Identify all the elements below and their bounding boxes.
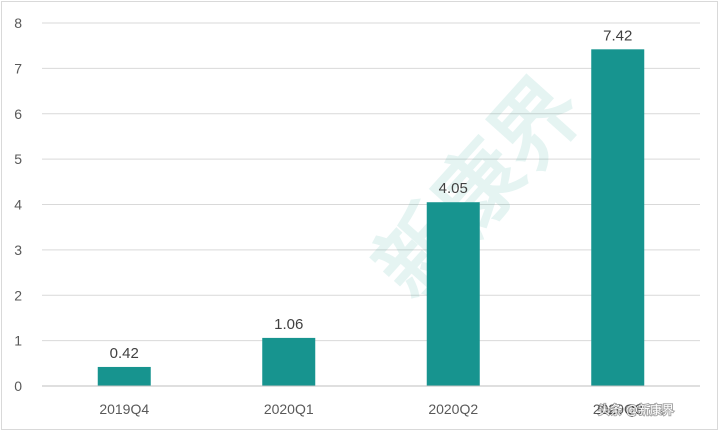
- x-tick-label: 2020Q3: [593, 401, 643, 417]
- bar-2020Q1: [262, 337, 316, 386]
- y-tick-label: 1: [14, 333, 22, 349]
- data-label: 7.42: [603, 27, 632, 44]
- y-tick-label: 8: [14, 15, 22, 31]
- y-tick-label: 2: [14, 287, 22, 303]
- gridlines: [42, 22, 700, 342]
- x-tick-label: 2020Q2: [428, 401, 478, 417]
- y-tick-label: 7: [14, 60, 22, 76]
- x-tick-label: 2020Q1: [264, 401, 314, 417]
- bar-2020Q3: [591, 49, 645, 386]
- x-tick-label: 2019Q4: [99, 401, 149, 417]
- x-axis-tick-labels: 2019Q4 2020Q1 2020Q2 2020Q3: [99, 401, 643, 417]
- data-label: 4.05: [439, 180, 468, 197]
- data-label: 1.06: [274, 316, 303, 333]
- y-axis-tick-labels: 0 1 2 3 4 5 6 7 8: [14, 15, 22, 394]
- bar-2019Q4: [97, 366, 151, 386]
- bar-2020Q2: [426, 202, 480, 386]
- credit-text: 头条 @新康界: [598, 402, 674, 417]
- credit-watermark: 头条 @新康界: [597, 401, 675, 418]
- y-tick-label: 4: [14, 197, 22, 213]
- y-tick-label: 5: [14, 151, 22, 167]
- y-tick-label: 3: [14, 242, 22, 258]
- y-tick-label: 6: [14, 106, 22, 122]
- data-label: 0.42: [110, 345, 139, 362]
- data-labels: 0.42 1.06 4.05 7.42: [110, 27, 633, 362]
- y-tick-label: 0: [14, 378, 22, 394]
- bars: [97, 49, 645, 386]
